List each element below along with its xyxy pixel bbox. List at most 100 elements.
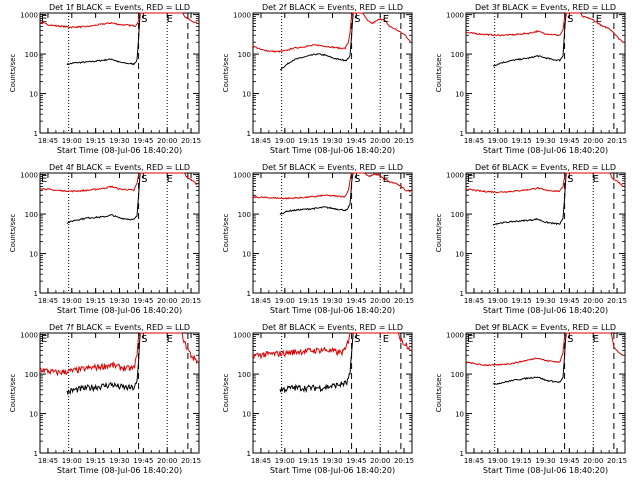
y-tick-label: 10 (242, 91, 251, 99)
lld-series-line (252, 12, 411, 53)
x-tick-label: 20:15 (181, 457, 201, 465)
x-tick-label: 19:45 (346, 457, 366, 465)
x-tick-label: 20:00 (157, 297, 177, 305)
x-axis-label: Start Time (08-Jul-06 18:40:20) (270, 306, 395, 315)
y-tick-label: 100 (451, 51, 464, 59)
marker-letter: E (383, 174, 389, 185)
x-tick-label: 20:00 (370, 297, 390, 305)
x-tick-label: 18:45 (251, 137, 271, 145)
x-tick-label: 18:45 (464, 457, 484, 465)
y-tick-label: 10 (29, 411, 38, 419)
y-tick-label: 1000 (20, 12, 38, 20)
lld-series-line (40, 172, 198, 193)
marker-letter: S (141, 174, 147, 185)
y-tick-label: 100 (238, 211, 251, 219)
x-tick-label: 19:15 (299, 457, 319, 465)
x-tick-label: 19:15 (86, 137, 106, 145)
plot-title: Det 9f BLACK = Events, RED = LLD (475, 323, 616, 332)
y-axis-label: Counts/sec (222, 214, 230, 253)
x-tick-label: 19:45 (133, 137, 153, 145)
x-axis-label: Start Time (08-Jul-06 18:40:20) (270, 466, 395, 475)
x-tick-label: 19:00 (488, 137, 508, 145)
y-tick-label: 1000 (233, 12, 251, 20)
y-axis-label: Counts/sec (435, 374, 443, 413)
y-axis-label: Counts/sec (435, 214, 443, 253)
marker-letter: E (167, 334, 173, 345)
marker-letter: E (167, 174, 173, 185)
plot-panel: Det 7f BLACK = Events, RED = LLD Counts/s… (9, 323, 201, 475)
x-tick-label: 20:15 (394, 457, 414, 465)
y-tick-label: 1 (460, 290, 464, 298)
x-tick-label: 19:45 (559, 457, 579, 465)
events-series-line (279, 332, 354, 394)
plot-frame (252, 172, 413, 294)
y-tick-label: 1000 (20, 332, 38, 340)
x-tick-label: 20:00 (583, 457, 603, 465)
y-tick-label: 1000 (20, 172, 38, 180)
y-tick-label: 100 (25, 51, 38, 59)
x-tick-label: 19:15 (512, 457, 532, 465)
marker-letter: S (354, 174, 360, 185)
y-tick-label: 100 (238, 51, 251, 59)
plot-panel: Det 8f BLACK = Events, RED = LLD Counts/s… (222, 323, 414, 475)
lld-series-line (465, 12, 624, 43)
x-tick-label: 19:00 (488, 457, 508, 465)
plot-frame (39, 332, 200, 454)
plot-panel: Det 6f BLACK = Events, RED = LLD Counts/s… (435, 163, 627, 315)
marker-letter: E (467, 334, 473, 345)
x-tick-label: 18:45 (38, 297, 58, 305)
x-tick-label: 19:45 (346, 297, 366, 305)
y-tick-label: 100 (25, 371, 38, 379)
y-tick-label: 1 (460, 130, 464, 138)
plot-frame (465, 12, 626, 134)
x-tick-label: 19:30 (322, 137, 342, 145)
x-tick-label: 19:00 (275, 297, 295, 305)
x-tick-label: 20:00 (370, 457, 390, 465)
y-tick-label: 10 (455, 411, 464, 419)
events-series-line (492, 12, 567, 67)
marker-letter: S (141, 14, 147, 25)
events-series-line (492, 172, 567, 226)
events-series-line (492, 332, 567, 385)
x-axis-label: Start Time (08-Jul-06 18:40:20) (483, 306, 608, 315)
y-tick-label: 1000 (446, 172, 464, 180)
x-tick-label: 19:30 (109, 297, 129, 305)
y-tick-label: 1000 (446, 332, 464, 340)
plot-panel: Det 1f BLACK = Events, RED = LLD Counts/s… (9, 3, 201, 155)
y-axis-label: Counts/sec (222, 374, 230, 413)
events-series-line (66, 12, 141, 66)
y-tick-label: 10 (29, 91, 38, 99)
x-tick-label: 19:00 (62, 457, 82, 465)
x-tick-label: 20:15 (394, 297, 414, 305)
events-series-line (279, 12, 354, 71)
x-tick-label: 18:45 (464, 297, 484, 305)
x-tick-label: 20:00 (583, 137, 603, 145)
y-axis-label: Counts/sec (435, 54, 443, 93)
marker-letter: S (567, 334, 573, 345)
y-tick-label: 10 (242, 251, 251, 259)
x-tick-label: 20:15 (394, 137, 414, 145)
y-tick-label: 100 (238, 371, 251, 379)
plot-panel: Det 5f BLACK = Events, RED = LLD Counts/s… (222, 163, 414, 315)
x-axis-label: Start Time (08-Jul-06 18:40:20) (270, 146, 395, 155)
x-tick-label: 19:30 (109, 137, 129, 145)
marker-letter: E (167, 14, 173, 25)
y-tick-label: 1 (460, 450, 464, 458)
marker-letter: E (593, 174, 599, 185)
x-axis-label: Start Time (08-Jul-06 18:40:20) (57, 306, 182, 315)
marker-letter: S (141, 334, 147, 345)
marker-letter: E (467, 174, 473, 185)
plot-frame (465, 332, 626, 454)
events-series-line (66, 172, 141, 224)
lld-series-line (39, 332, 198, 377)
marker-letter: S (567, 14, 573, 25)
x-tick-label: 20:15 (181, 137, 201, 145)
x-tick-label: 19:00 (62, 137, 82, 145)
plot-title: Det 6f BLACK = Events, RED = LLD (475, 163, 616, 172)
plot-frame (39, 12, 200, 134)
y-axis-label: Counts/sec (9, 374, 17, 413)
marker-letter: S (567, 174, 573, 185)
x-tick-label: 18:45 (251, 457, 271, 465)
x-tick-label: 18:45 (38, 457, 58, 465)
